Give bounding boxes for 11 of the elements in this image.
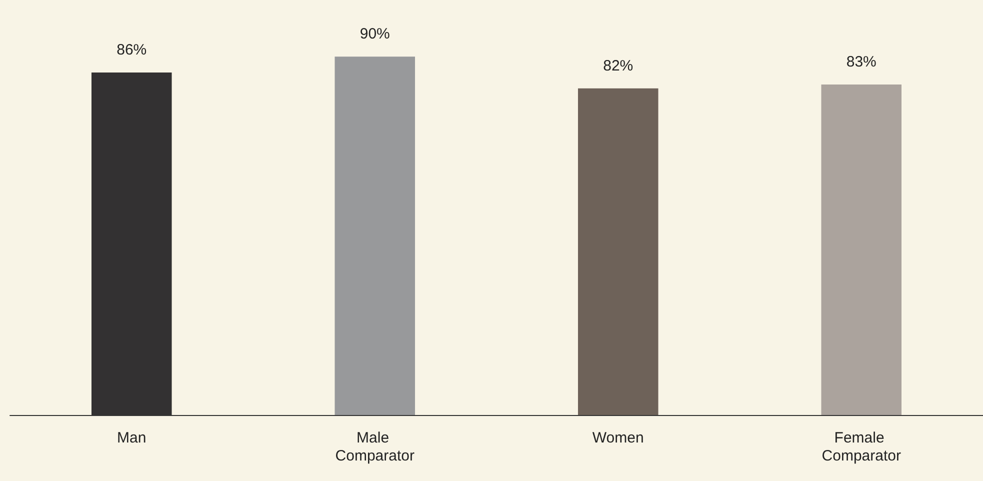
x-tick-label: Women [592, 430, 644, 446]
x-tick-label: Female Comparator [822, 430, 901, 464]
data-label: 90% [360, 26, 390, 43]
data-label: 86% [116, 42, 147, 59]
bar [578, 88, 658, 415]
x-tick-label: Man [117, 430, 146, 446]
x-tick-label: Male Comparator [335, 430, 414, 464]
bar [334, 56, 416, 415]
data-label: 82% [603, 57, 634, 74]
bar [821, 84, 902, 415]
data-label: 83% [846, 53, 876, 70]
